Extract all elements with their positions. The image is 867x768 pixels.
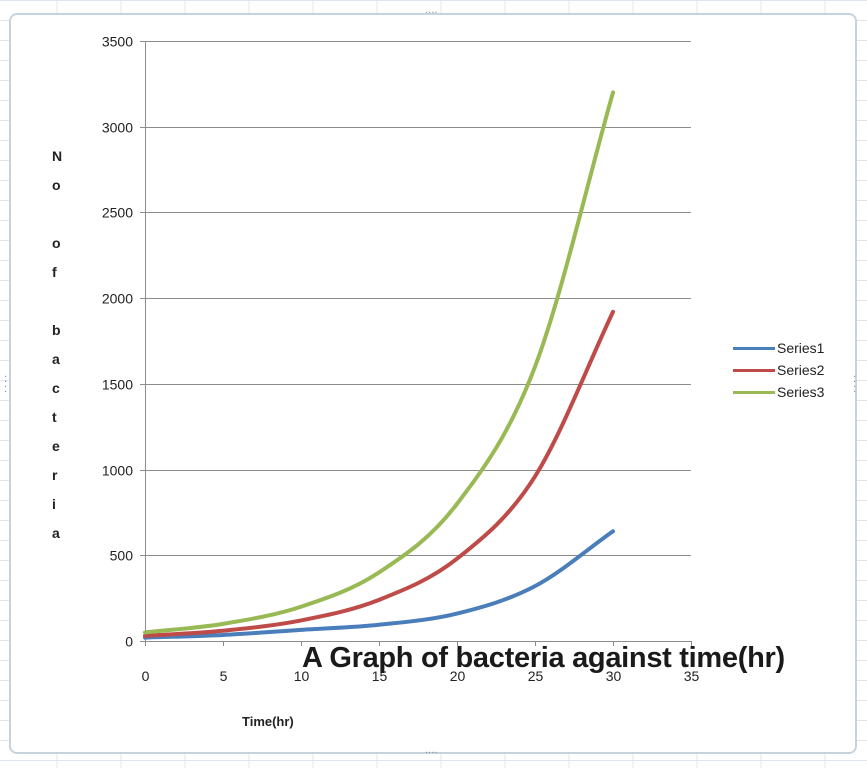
y-axis-label-letter: t — [52, 409, 57, 425]
y-tick-label: 0 — [125, 634, 133, 650]
legend: Series1 Series2 Series3 — [733, 337, 824, 403]
y-axis-label-letter: f — [52, 264, 57, 280]
y-axis-label-letter: i — [52, 496, 56, 512]
y-axis-label-letter: o — [52, 177, 61, 193]
y-axis-label-letter: N — [52, 148, 63, 164]
x-tick-labels: 0 5 10 15 20 25 30 35 — [142, 668, 700, 684]
y-tick-label: 3000 — [102, 120, 133, 136]
legend-swatch-series3 — [733, 390, 775, 394]
y-tick-labels: 0 500 1000 1500 2000 2500 3000 3500 — [102, 34, 133, 650]
series-line-series1 — [143, 529, 615, 640]
x-axis-label: Time(hr) — [242, 714, 294, 729]
legend-swatch-series1 — [733, 346, 775, 350]
x-tick-label: 0 — [142, 668, 150, 684]
x-tick-label: 35 — [684, 668, 700, 684]
y-tick-label: 3500 — [102, 34, 133, 50]
x-tick-label: 20 — [450, 668, 466, 684]
y-tick-label: 1500 — [102, 377, 133, 393]
y-axis-label-letter: c — [52, 380, 60, 396]
x-tick-label: 25 — [528, 668, 544, 684]
legend-label-series3: Series3 — [777, 384, 825, 400]
legend-swatch-series2 — [733, 368, 775, 372]
resize-handle-right[interactable]: · · · · — [853, 372, 857, 398]
y-tick-label: 2000 — [102, 291, 133, 307]
series-line-series2 — [143, 309, 615, 638]
x-tick-label: 15 — [372, 668, 388, 684]
legend-label-series1: Series1 — [777, 340, 825, 356]
resize-handle-bottom[interactable]: ···· — [425, 748, 438, 759]
resize-handle-left[interactable]: · · · · — [4, 372, 8, 398]
legend-item-series2: Series2 — [733, 359, 824, 381]
y-axis-label-letter: e — [52, 438, 60, 454]
y-axis-label-letter: r — [52, 467, 58, 483]
y-axis-label-letter: a — [52, 525, 60, 541]
x-tick-label: 10 — [294, 668, 310, 684]
y-tick-label: 2500 — [102, 205, 133, 221]
y-tick-label: 1000 — [102, 463, 133, 479]
y-tick-label: 500 — [110, 548, 134, 564]
gridlines — [145, 41, 691, 556]
chart-title: A Graph of bacteria against time(hr) — [302, 642, 785, 674]
legend-item-series1: Series1 — [733, 337, 824, 359]
legend-label-series2: Series2 — [777, 362, 825, 378]
series-line-series3 — [143, 90, 615, 635]
y-axis-label-letter: o — [52, 235, 61, 251]
legend-item-series3: Series3 — [733, 381, 824, 403]
series-lines — [143, 90, 615, 640]
y-axis-label-letter: a — [52, 351, 60, 367]
x-tick-label: 5 — [220, 668, 228, 684]
x-tick-label: 30 — [606, 668, 622, 684]
axes — [140, 41, 692, 646]
resize-handle-top[interactable]: ···· — [425, 8, 438, 19]
y-axis-label-letter: b — [52, 322, 61, 338]
